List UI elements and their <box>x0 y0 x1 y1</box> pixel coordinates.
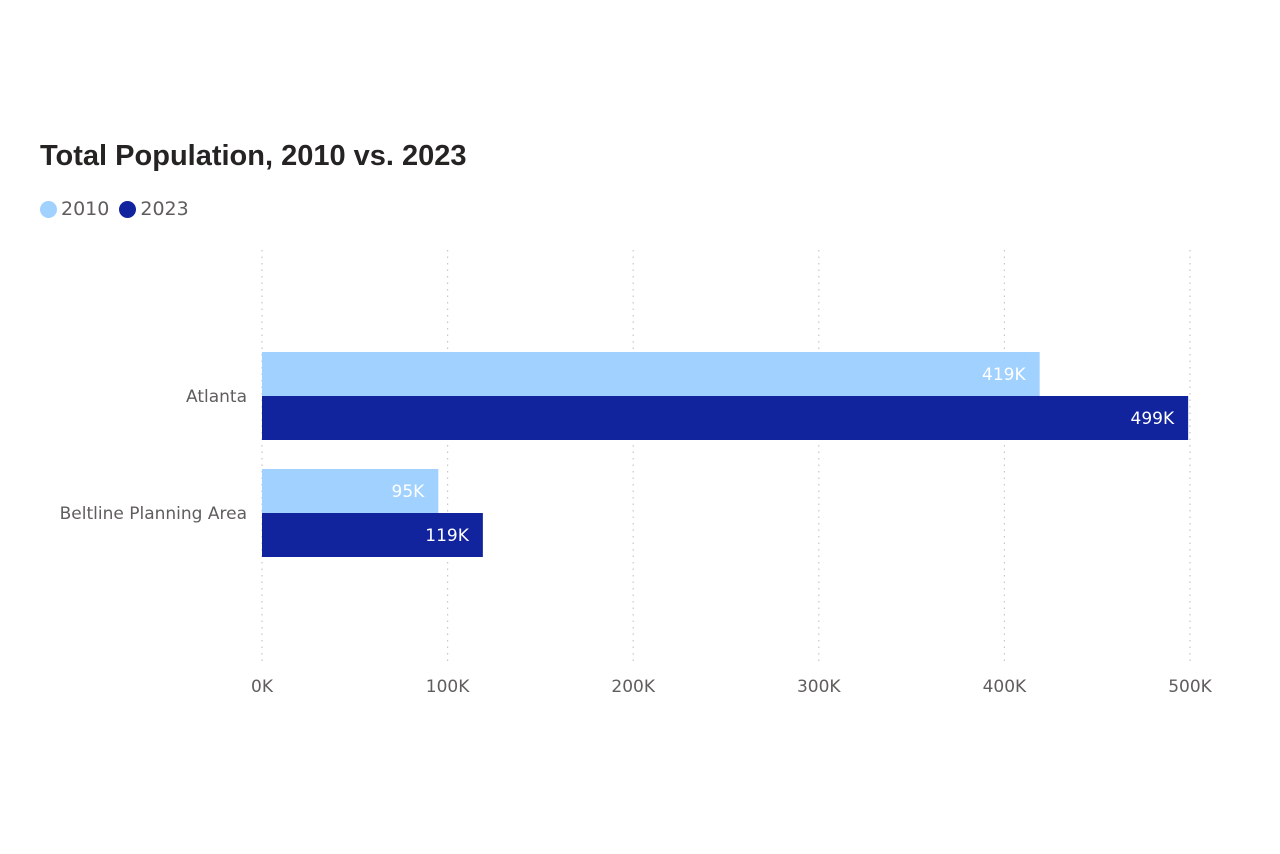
gridlines <box>261 250 1191 665</box>
legend-swatch-2023 <box>119 200 137 218</box>
chart-title: Total Population, 2010 vs. 2023 <box>40 140 467 172</box>
x-tick-label: 400K <box>983 677 1027 697</box>
data-labels: 419K 499K 95K 119K <box>392 365 1175 546</box>
bars <box>262 352 1189 557</box>
y-category-label: Atlanta <box>186 387 247 407</box>
x-tick-label: 0K <box>251 677 274 697</box>
legend-swatch-2010 <box>40 200 57 218</box>
bar-2010-atlanta[interactable] <box>262 352 1040 396</box>
bar-2010-beltline[interactable] <box>262 469 439 513</box>
y-category-label: Beltline Planning Area <box>60 504 247 524</box>
legend-item-2010[interactable]: 2010 <box>40 198 109 220</box>
legend: 2010 2023 <box>40 198 199 220</box>
data-label: 499K <box>1131 409 1175 429</box>
legend-label-2023: 2023 <box>140 198 189 220</box>
legend-item-2023[interactable]: 2023 <box>119 198 189 220</box>
legend-label-2010: 2010 <box>61 198 110 220</box>
data-label: 95K <box>392 482 426 502</box>
y-axis: Atlanta Beltline Planning Area <box>60 387 247 524</box>
x-tick-label: 500K <box>1168 677 1212 697</box>
bar-2023-atlanta[interactable] <box>262 396 1189 440</box>
bar-2023-beltline[interactable] <box>262 513 483 557</box>
x-tick-label: 300K <box>797 677 841 697</box>
data-label: 119K <box>425 526 469 546</box>
x-tick-label: 100K <box>426 677 470 697</box>
data-label: 419K <box>982 365 1026 385</box>
x-tick-label: 200K <box>611 677 655 697</box>
x-axis: 0K 100K 200K 300K 400K 500K <box>251 677 1213 697</box>
